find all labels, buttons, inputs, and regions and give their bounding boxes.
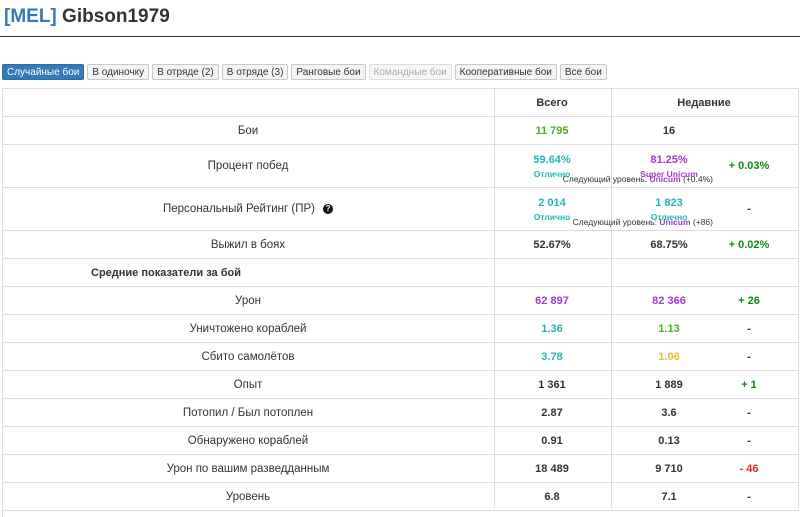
tab-ranked[interactable]: Ранговые бои — [291, 64, 366, 80]
recent-value: 81.25% — [650, 153, 688, 166]
total-rating: Отлично — [533, 168, 571, 179]
total-value: 1 361 — [538, 378, 566, 391]
title-divider — [0, 36, 800, 37]
row-label: Сбито самолётов — [201, 350, 295, 363]
total-value: 1.36 — [541, 322, 563, 335]
row-label: Урон по вашим разведданным — [166, 462, 330, 475]
row-label: Персональный Рейтинг (ПР) — [162, 203, 316, 215]
row-label: Обнаружено кораблей — [187, 434, 309, 447]
total-rating: Отлично — [533, 211, 571, 222]
recent-rating: Super Unicum — [640, 168, 698, 179]
total-value: 0.91 — [541, 434, 563, 447]
table-row: Сбито самолётов 3.78 1.06 - — [3, 342, 799, 370]
clan-tag[interactable]: [MEL] — [4, 6, 57, 27]
diff-value: + 26 — [738, 294, 760, 307]
total-value: 3.78 — [541, 350, 563, 363]
recent-value: 0.13 — [658, 434, 680, 447]
tab-team-battles: Командные бои — [368, 64, 452, 80]
recent-value: 68.75% — [650, 238, 688, 251]
tab-division-2[interactable]: В отряде (2) — [152, 64, 219, 80]
section-title: Средние показатели за бой — [91, 266, 241, 279]
row-label: Опыт — [233, 378, 263, 391]
total-value: 6.8 — [544, 490, 560, 503]
table-row: Урон по вашим разведданным 18 489 9 710 … — [3, 454, 799, 482]
diff-value: + 0.02% — [728, 238, 770, 251]
next-level-prefix: Следующий уровень: — [572, 217, 657, 227]
diff-value: - — [747, 434, 751, 447]
diff-value: - — [747, 322, 751, 335]
table-row: Бои 11 795 16 — [3, 116, 799, 144]
table-row: Обнаружено кораблей 0.91 0.13 - — [3, 426, 799, 454]
diff-value: + 1 — [741, 378, 757, 391]
section-header-row: Средние показатели за бой — [3, 258, 799, 286]
total-value: 2 014 — [538, 196, 566, 209]
total-value: 52.67% — [533, 238, 571, 251]
tab-solo[interactable]: В одиночку — [87, 64, 150, 80]
row-label: Выжил в боях — [210, 238, 286, 251]
recent-value: 1.06 — [658, 350, 680, 363]
next-level-prefix: Следующий уровень: — [562, 174, 648, 184]
recent-rating: Отлично — [650, 211, 688, 222]
recent-value: 1 889 — [655, 378, 683, 391]
tab-coop[interactable]: Кооперативные бои — [454, 64, 557, 80]
tab-random-battles[interactable]: Случайные бои — [2, 64, 85, 80]
next-level-delta: (+86) — [692, 217, 713, 227]
recent-value: 3.6 — [661, 406, 677, 419]
column-header-recent: Недавние — [677, 96, 731, 109]
diff-value: - — [747, 490, 751, 503]
next-level-delta: (+0.4%) — [683, 174, 713, 184]
table-header-row: Всего Недавние — [3, 88, 799, 116]
recent-value: 9 710 — [655, 462, 683, 475]
column-divider — [494, 88, 495, 508]
row-label: Уничтожено кораблей — [189, 322, 307, 335]
table-row: Опыт 1 361 1 889 + 1 — [3, 370, 799, 398]
row-label: Бои — [237, 124, 259, 137]
diff-value: - 46 — [739, 462, 759, 475]
stats-table: Всего Недавние Бои 11 795 16 Процент поб… — [2, 88, 799, 517]
table-row: Потопил / Был потоплен 2.87 3.6 - — [3, 398, 799, 426]
player-title: [MEL] Gibson1979 — [4, 6, 170, 28]
row-label: Урон — [235, 294, 261, 307]
row-label: Уровень — [225, 490, 271, 503]
next-level-hint: Следующий уровень: Unicum (+0.4%) — [563, 174, 713, 184]
diff-value: + 0.03% — [728, 160, 770, 172]
row-label: Потопил / Был потоплен — [182, 406, 314, 419]
diff-value: - — [747, 350, 751, 363]
diff-value: - — [747, 406, 751, 419]
column-header-total: Всего — [536, 96, 568, 109]
total-value: 62 897 — [535, 294, 569, 307]
column-divider — [611, 88, 612, 508]
recent-value: 7.1 — [661, 490, 677, 503]
tab-all-battles[interactable]: Все бои — [559, 64, 607, 80]
table-row: Урон 62 897 82 366 + 26 — [3, 286, 799, 314]
total-value: 2.87 — [541, 406, 563, 419]
recent-value: 1.13 — [658, 322, 680, 335]
recent-value: 1 823 — [655, 196, 683, 209]
next-level-hint: Следующий уровень: Unicum (+86) — [573, 217, 713, 227]
column-divider — [798, 88, 799, 508]
diff-value: - — [747, 203, 751, 215]
table-row: Выжил в боях 52.67% 68.75% + 0.02% — [3, 230, 799, 258]
tab-division-3[interactable]: В отряде (3) — [221, 64, 289, 80]
total-value: 59.64% — [533, 153, 571, 166]
next-level-name: Unicum — [649, 174, 681, 184]
player-name: Gibson1979 — [62, 6, 170, 27]
table-row: Персональный Рейтинг (ПР) ? Следующий ур… — [3, 187, 799, 230]
table-row: Процент побед Следующий уровень: Unicum … — [3, 144, 799, 187]
next-level-name: Unicum — [659, 217, 691, 227]
help-icon[interactable]: ? — [323, 204, 334, 214]
table-row: Уровень 6.8 7.1 - — [3, 482, 799, 510]
recent-value: 16 — [662, 124, 676, 137]
battle-type-tabs: Случайные бои В одиночку В отряде (2) В … — [2, 64, 607, 80]
total-value: 11 795 — [535, 124, 569, 137]
total-value: 18 489 — [535, 462, 569, 475]
recent-value: 82 366 — [652, 294, 686, 307]
table-row-partial — [3, 510, 799, 517]
table-row: Уничтожено кораблей 1.36 1.13 - — [3, 314, 799, 342]
row-label: Процент побед — [207, 160, 289, 172]
